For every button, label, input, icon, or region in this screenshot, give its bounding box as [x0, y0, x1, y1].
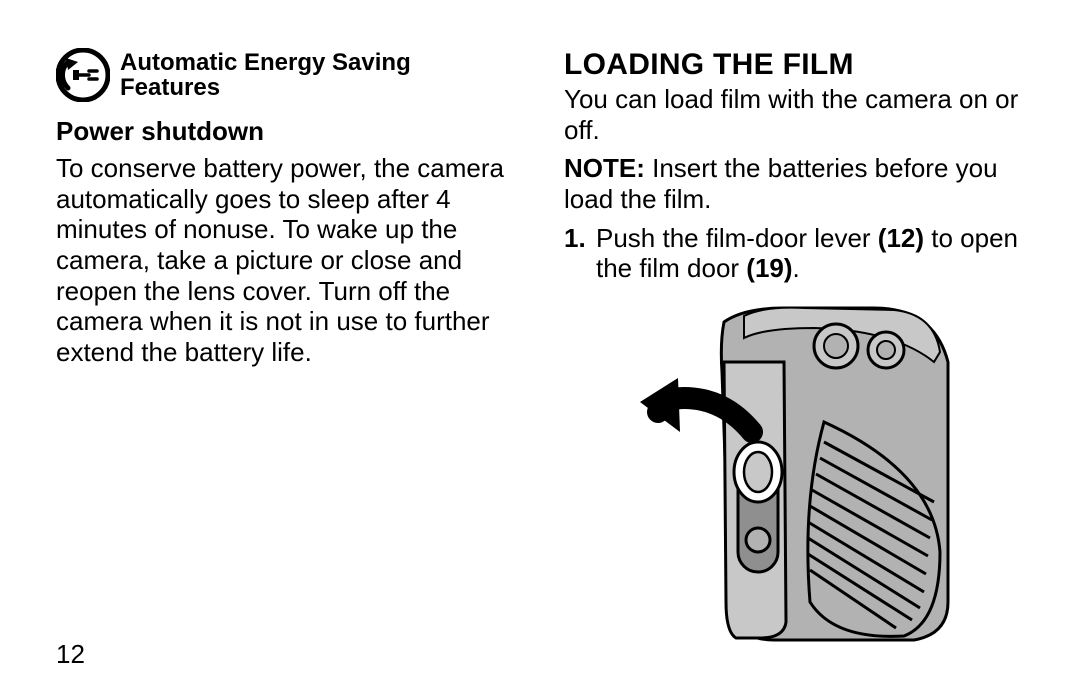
page-number: 12 — [56, 639, 85, 670]
left-column: Automatic Energy Saving Features Power s… — [56, 48, 516, 674]
loading-film-intro: You can load film with the camera on or … — [564, 84, 1024, 145]
part-ref-19: (19) — [746, 253, 792, 283]
illustration-container — [564, 302, 1024, 642]
loading-film-heading: LOADING THE FILM — [564, 48, 1024, 82]
energy-saving-header: Automatic Energy Saving Features — [56, 48, 516, 102]
power-shutdown-body: To conserve battery power, the camera au… — [56, 153, 516, 368]
right-column: LOADING THE FILM You can load film with … — [564, 48, 1024, 674]
energy-saving-icon — [56, 48, 110, 102]
list-item: 1. Push the film-door lever (12) to open… — [564, 223, 1024, 284]
camera-film-door-illustration — [634, 302, 954, 642]
loading-film-steps: 1. Push the film-door lever (12) to open… — [564, 223, 1024, 284]
step-text-part: Push the film-door lever — [596, 223, 878, 253]
energy-saving-header-label: Automatic Energy Saving Features — [120, 50, 516, 100]
power-shutdown-subhead: Power shutdown — [56, 116, 516, 147]
part-ref-12: (12) — [878, 223, 924, 253]
step-number: 1. — [564, 223, 590, 284]
step-text: Push the film-door lever (12) to open th… — [596, 223, 1024, 284]
note-label: NOTE: — [564, 153, 645, 183]
step-text-part: . — [793, 253, 800, 283]
manual-page: Automatic Energy Saving Features Power s… — [0, 0, 1080, 694]
loading-film-note: NOTE: Insert the batteries before you lo… — [564, 153, 1024, 214]
